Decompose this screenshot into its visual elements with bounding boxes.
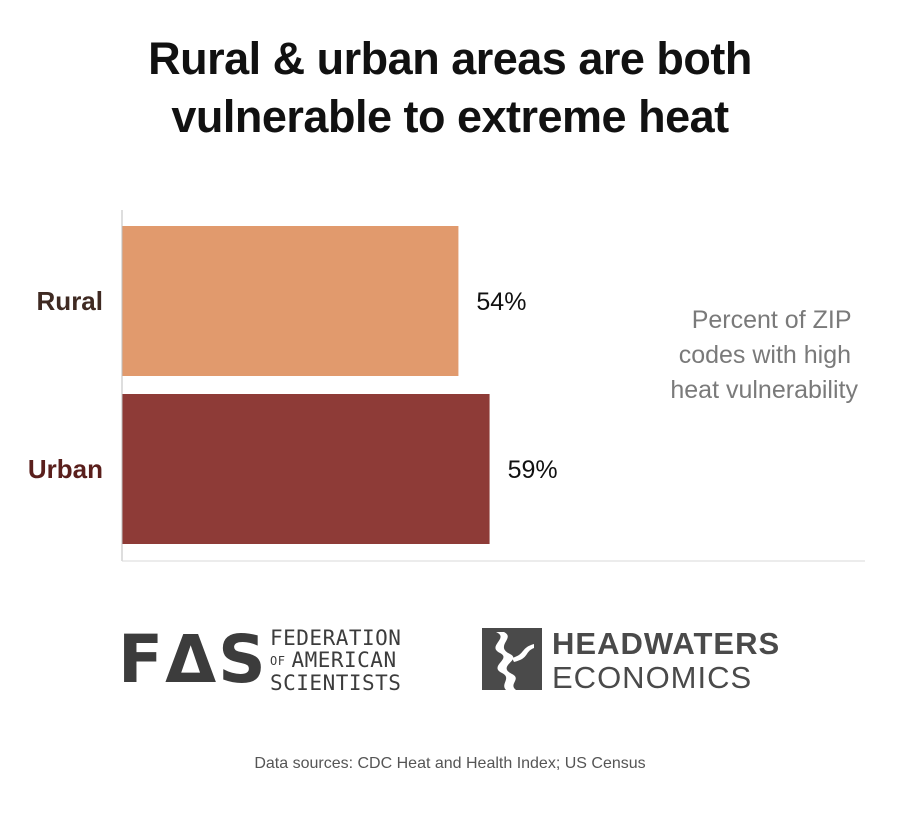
fas-logo-text: FEDERATION OF AMERICAN SCIENTISTS <box>270 627 401 694</box>
chart-title-line-1: Rural & urban areas are both <box>148 33 752 84</box>
chart-title: Rural & urban areas are both vulnerable … <box>0 30 900 146</box>
chart-annotation-line-1: Percent of ZIP <box>692 306 851 334</box>
bar-chart: Rural 54% Urban 59% Percent of ZIP codes wi… <box>28 210 865 562</box>
data-source-note: Data sources: CDC Heat and Health Index;… <box>254 755 646 772</box>
fas-logo-line-1: FEDERATION <box>270 626 402 650</box>
chart-annotation-line-2: codes with high <box>679 341 851 369</box>
fas-logo-line-2: OF AMERICAN <box>270 649 401 672</box>
bar-rural <box>122 226 459 376</box>
logo-row: FΔS FEDERATION OF AMERICAN SCIENTISTS HEA… <box>0 615 900 705</box>
chart-annotation: Percent of ZIP codes with high heat vuln… <box>670 306 858 404</box>
fas-logo-of: OF <box>270 654 286 668</box>
fas-logo-line-3: SCIENTISTS <box>270 671 402 695</box>
value-label-urban: 59% <box>508 456 558 484</box>
value-label-rural: 54% <box>476 288 526 316</box>
chart-annotation-line-3: heat vulnerability <box>670 376 858 404</box>
fas-logo-american: AMERICAN <box>291 648 397 672</box>
headwaters-logo-line-2: ECONOMICS <box>552 660 753 695</box>
chart-title-line-2: vulnerable to extreme heat <box>171 91 729 142</box>
fas-logo-mark: FΔS <box>118 621 268 698</box>
headwaters-river-icon <box>482 628 542 690</box>
category-label-urban: Urban <box>28 454 103 484</box>
category-label-rural: Rural <box>37 286 103 316</box>
bar-urban <box>122 394 490 544</box>
headwaters-logo-text: HEADWATERS ECONOMICS <box>552 627 780 695</box>
headwaters-logo-line-1: HEADWATERS <box>552 626 781 661</box>
